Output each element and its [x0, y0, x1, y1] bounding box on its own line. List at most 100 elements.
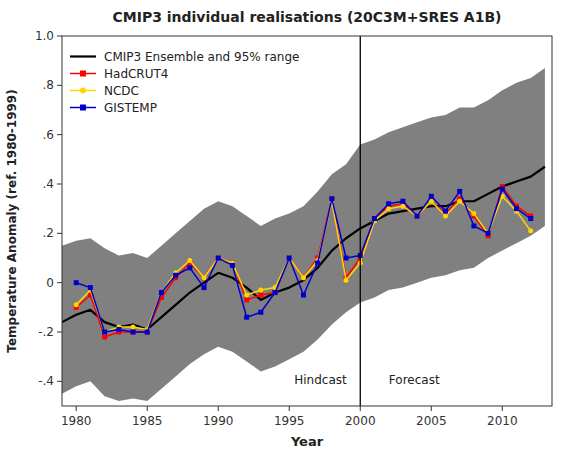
data-point [443, 209, 448, 214]
data-point [400, 199, 405, 204]
legend-marker [80, 88, 86, 94]
data-point [74, 302, 79, 307]
y-tick-label: .6 [43, 128, 54, 142]
plot-area [62, 36, 545, 406]
x-tick-label: 2000 [345, 414, 376, 428]
data-point [159, 290, 164, 295]
data-point [102, 330, 107, 335]
x-tick-label: 2010 [487, 414, 518, 428]
x-tick [360, 406, 361, 411]
x-tick [431, 406, 432, 411]
legend-entry: CMIP3 Ensemble and 95% range [104, 50, 299, 64]
data-point [301, 293, 306, 298]
annotation: Hindcast [294, 373, 347, 387]
data-point [187, 265, 192, 270]
data-point [514, 206, 519, 211]
data-point [372, 216, 377, 221]
data-point [443, 214, 448, 219]
data-point [457, 199, 462, 204]
plot-frame [62, 36, 552, 406]
x-tick [502, 406, 503, 411]
data-point [145, 330, 150, 335]
y-tick-label: .8 [43, 78, 54, 92]
chart: CMIP3 individual realisations (20C3M+SRE… [0, 0, 568, 458]
y-tick [57, 85, 62, 86]
data-point [457, 189, 462, 194]
data-point [471, 211, 476, 216]
x-tick [76, 406, 77, 411]
data-point [187, 258, 192, 263]
data-point [287, 256, 292, 261]
legend-marker [80, 71, 86, 77]
legend-swatch [70, 55, 96, 57]
range-band [62, 68, 545, 401]
y-tick-label: 1.0 [35, 29, 54, 43]
data-point [258, 293, 263, 298]
data-point [429, 194, 434, 199]
y-tick [57, 233, 62, 234]
y-tick [57, 282, 62, 283]
legend: CMIP3 Ensemble and 95% range HadCRUT4 NCDC… [70, 50, 299, 115]
data-point [301, 275, 306, 280]
y-tick-label: .2 [43, 226, 54, 240]
x-tick-label: 1995 [274, 414, 305, 428]
data-point [329, 196, 334, 201]
data-point [88, 285, 93, 290]
data-point [258, 310, 263, 315]
data-point [202, 285, 207, 290]
data-point [386, 206, 391, 211]
data-point [202, 275, 207, 280]
data-point [244, 315, 249, 320]
y-tick [57, 36, 62, 37]
x-axis-label: Year [290, 434, 324, 449]
data-point [344, 256, 349, 261]
data-point [386, 201, 391, 206]
data-point [287, 256, 292, 261]
data-point [415, 214, 420, 219]
legend-entry: NCDC [104, 84, 139, 98]
x-tick-label: 1980 [61, 414, 92, 428]
data-point [329, 196, 334, 201]
y-tick [57, 184, 62, 185]
y-tick [57, 332, 62, 333]
data-point [173, 273, 178, 278]
data-point [287, 256, 292, 261]
data-point [216, 256, 221, 261]
annotation: Forecast [389, 373, 440, 387]
y-tick [57, 381, 62, 382]
data-point [131, 330, 136, 335]
title: CMIP3 individual realisations (20C3M+SRE… [112, 9, 501, 25]
x-tick [289, 406, 290, 411]
y-axis-label: Temperature Anomaly (ref. 1980-1999) [5, 89, 19, 352]
series-line [62, 167, 545, 330]
legend-entry: GISTEMP [104, 101, 157, 115]
data-point [273, 290, 278, 295]
y-tick-label: -.4 [38, 374, 54, 388]
series-line [76, 189, 530, 332]
data-point [471, 223, 476, 228]
data-point [244, 297, 249, 302]
data-point [486, 231, 491, 236]
data-point [159, 290, 164, 295]
x-tick [218, 406, 219, 411]
y-tick [57, 134, 62, 135]
data-point [244, 293, 249, 298]
data-point [415, 214, 420, 219]
data-point [344, 278, 349, 283]
legend-marker [80, 105, 86, 111]
data-point [486, 231, 491, 236]
x-tick [147, 406, 148, 411]
data-point [301, 275, 306, 280]
data-point [230, 263, 235, 268]
data-point [258, 288, 263, 293]
data-point [400, 204, 405, 209]
data-point [74, 280, 79, 285]
reference-line [360, 36, 361, 406]
x-tick-label: 1990 [203, 414, 234, 428]
y-tick-label: -.2 [38, 325, 54, 339]
y-tick-label: 0 [46, 276, 54, 290]
x-tick-label: 2005 [416, 414, 447, 428]
series-line [76, 186, 530, 336]
data-point [372, 216, 377, 221]
legend-entry: HadCRUT4 [104, 67, 168, 81]
